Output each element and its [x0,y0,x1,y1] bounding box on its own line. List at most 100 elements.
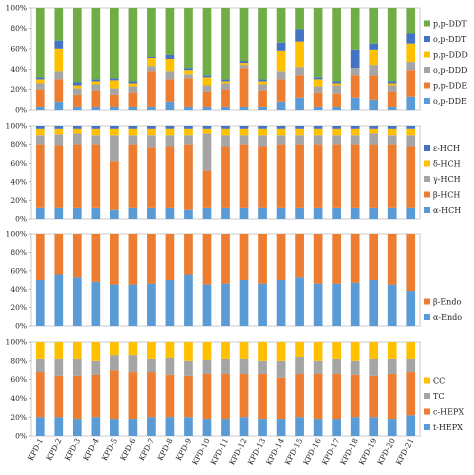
bar-segment [258,84,267,91]
bar-segment [350,234,360,283]
bar-segment [184,274,193,326]
y-tick-label: 60% [10,266,27,275]
y-tick-label: 60% [10,44,27,53]
legend-swatch [424,314,430,320]
bar-segment [295,234,304,278]
bar-segment [332,81,341,84]
bar-segment [332,128,341,136]
bar-segment [239,61,249,64]
bar-segment [369,43,379,50]
bar-segment [313,373,323,420]
bar-segment [54,234,64,275]
bar-segment [239,358,249,374]
bar-segment [128,135,138,145]
bar-segment [258,90,267,107]
bar-segment [110,94,119,107]
bar-segment [202,342,212,360]
bar-segment [54,134,64,146]
bar-segment [313,135,323,145]
bar-segment [202,359,212,374]
bar-segment [332,8,341,82]
legend-label: α-Endo [433,313,462,322]
bar-segment [110,135,119,162]
bar-segment [110,419,119,436]
bar-segment [184,78,193,107]
legend-label: p,p-DDE [433,82,467,91]
bar-segment [313,92,323,107]
x-tick-label: KPD-21 [394,437,416,467]
bar-segment [258,360,267,374]
bar-segment [165,101,175,110]
bar-segment [147,56,156,58]
bar-segment [332,234,341,284]
bar-segment [387,106,397,110]
bar-segment [72,375,82,420]
bar-segment [147,126,156,129]
legend-swatch [424,145,430,151]
bar-segment [184,126,193,129]
bar-segment [239,65,249,69]
bar-segment [350,342,360,361]
bar-segment [184,106,193,110]
bar-segment [165,71,175,80]
bar-segment [350,374,360,418]
bar-segment [35,417,45,436]
bar-segment [369,280,379,326]
bar-segment [369,128,379,134]
bar-segment [110,234,119,285]
bar-segment [202,170,212,208]
bar-segment [72,128,82,134]
bar-segment [313,144,323,208]
bar-segment [54,207,64,219]
bar-segment [91,234,101,282]
bar-segment [295,126,304,129]
y-tick-label: 0% [15,322,27,331]
bar-segment [406,70,416,97]
bar-segment [128,92,138,107]
y-tick-label: 80% [10,356,27,365]
legend-label: o,p-DDD [433,66,467,75]
bar-segment [387,81,397,84]
bar-segment [239,144,249,208]
legend-label: TC [433,392,444,401]
bar-segment [406,33,416,44]
bar-segment [276,8,286,43]
bar-segment [369,8,379,44]
bar-segment [258,234,267,284]
bar-segment [313,86,323,93]
bar-segment [91,81,101,85]
bar-segment [128,234,138,285]
bar-segment [387,85,397,92]
bar-segment [406,358,416,373]
bar-segment [313,77,323,80]
bar-segment [165,126,175,129]
legend-label: p,p-DDD [433,51,468,60]
bar-segment [350,68,360,76]
bar-segment [239,63,249,66]
bar-segment [332,83,341,86]
bar-segment [276,79,286,102]
y-tick-label: 40% [10,177,27,186]
bar-segment [110,126,119,129]
bar-segment [54,145,64,208]
bar-segment [72,342,82,359]
bar-segment [165,135,175,147]
bar-segment [110,370,119,420]
bar-segment [258,79,267,82]
bar-segment [35,207,45,219]
bar-segment [221,358,230,374]
bar-segment [313,8,323,78]
bar-segment [202,75,212,78]
bar-segment [54,71,64,80]
bar-segment [165,54,175,59]
bar-segment [184,417,193,436]
bar-segment [350,97,360,110]
bar-segment [72,419,82,436]
bar-segment [239,207,249,219]
y-tick-label: 100% [6,122,27,131]
bar-segment [239,128,249,136]
legend-label: t-HEPX [433,423,463,432]
bar-segment [184,209,193,219]
bar-segment [72,88,82,95]
bar-segment [332,126,341,129]
